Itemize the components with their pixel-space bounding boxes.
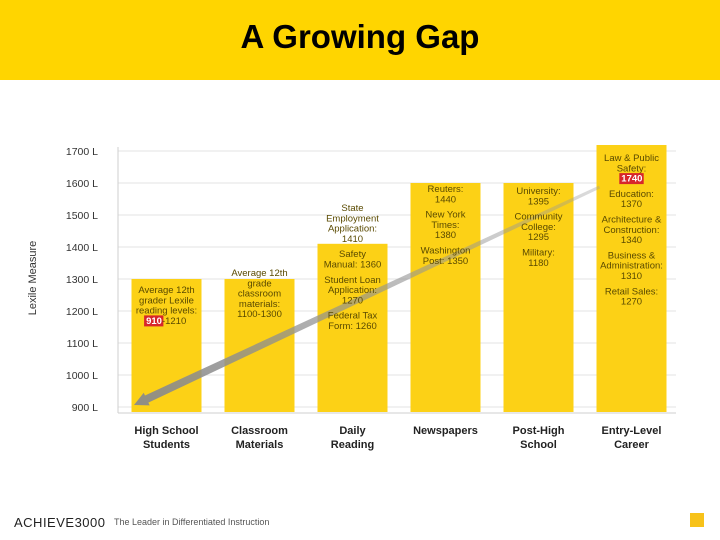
annotation-text: 1380 <box>435 230 456 241</box>
annotation-text: Federal Tax <box>328 311 378 322</box>
bar <box>410 183 481 412</box>
annotation-text: Manual: 1360 <box>324 260 382 271</box>
y-tick-label: 1000 L <box>66 370 98 382</box>
x-category-label: Daily Reading <box>331 425 374 451</box>
annotation-text: Business & <box>608 250 656 261</box>
trend-arrow <box>134 185 601 406</box>
annotation-text: College: <box>521 222 556 233</box>
annotation-text: Administration: <box>600 261 663 272</box>
y-tick-label: 1700 L <box>66 146 98 158</box>
y-tick-label: 1300 L <box>66 274 98 286</box>
annotation-text: 910-1210 <box>146 316 186 327</box>
footer-tagline: The Leader in Differentiated Instruction <box>114 517 270 527</box>
bar <box>503 183 574 412</box>
y-tick-label: 1500 L <box>66 210 98 222</box>
annotation-text: 1370 <box>621 199 642 210</box>
x-category-label: Post-High School <box>513 425 565 451</box>
x-category-label: Newspapers <box>413 425 478 437</box>
x-category-label: Classroom Materials <box>231 425 288 451</box>
annotation-text: Reuters: <box>428 184 464 195</box>
annotation-text: Form: 1260 <box>328 321 377 332</box>
annotation-text: grade <box>247 278 271 289</box>
annotation-text: Average 12th <box>138 285 194 296</box>
annotation-text: 1395 <box>528 196 549 207</box>
slide-title: A Growing Gap <box>240 18 480 55</box>
footer-square <box>690 513 704 527</box>
annotation-text: grader Lexile <box>139 295 194 306</box>
annotation-text: State <box>341 203 363 214</box>
annotation-text: materials: <box>239 299 280 310</box>
annotation-text: Application: <box>328 285 377 296</box>
annotation-text: Retail Sales: <box>605 286 658 297</box>
y-axis-label: Lexile Measure <box>27 241 39 316</box>
highlight-box <box>619 173 644 185</box>
y-tick-label: 1100 L <box>67 338 98 350</box>
annotation-text: Safety <box>339 249 366 260</box>
highlight-box <box>144 315 164 327</box>
annotation-text: 1340 <box>621 235 642 246</box>
annotation-text: 1740 <box>621 174 642 185</box>
annotation-text: Average 12th <box>231 268 287 279</box>
annotation-text: Law & Public <box>604 153 659 164</box>
y-tick-label: 900 L <box>72 402 98 414</box>
annotation-text: Community <box>514 212 562 223</box>
annotation-text: 1310 <box>621 271 642 282</box>
annotation-text: 1180 <box>528 258 548 269</box>
annotation-text: 1270 <box>621 297 642 308</box>
annotation-text: Safety: <box>617 163 647 174</box>
annotation-text: New York <box>425 210 465 221</box>
annotation-text: Construction: <box>604 225 660 236</box>
annotation-text: 1410 <box>342 234 363 245</box>
annotation-text: classroom <box>238 289 281 300</box>
annotation-text: Architecture & <box>602 215 662 226</box>
annotation-text: Employment <box>326 213 379 224</box>
annotation-text: Application: <box>328 224 377 235</box>
x-category-label: Entry-Level Career <box>602 425 662 451</box>
annotation-text: 1295 <box>528 232 549 243</box>
annotation-text: University: <box>516 186 560 197</box>
annotation-text: Post: 1350 <box>423 256 468 267</box>
bar <box>317 243 388 412</box>
annotation-text: Student Loan <box>324 275 381 286</box>
lexile-chart: High School Students Classroom Materials Dai… <box>27 145 676 451</box>
annotation-text: Washington <box>421 246 471 257</box>
annotation-text: 1100-1300 <box>237 309 282 320</box>
y-tick-label: 1400 L <box>66 242 98 254</box>
annotation-text: 1270 <box>342 295 363 306</box>
y-tick-label: 1600 L <box>66 178 98 190</box>
annotation-text: Education: <box>609 189 654 200</box>
annotation-text: 1440 <box>435 194 456 205</box>
title-bar <box>0 0 720 80</box>
footer-logo: ACHIEVE3000 <box>14 515 106 530</box>
y-tick-label: 1200 L <box>66 306 98 318</box>
annotation-text: reading levels: <box>136 306 197 317</box>
bar <box>596 145 667 412</box>
annotation-text: Times: <box>431 220 459 231</box>
x-category-label: High School Students <box>134 425 198 451</box>
annotation-text: Military: <box>522 248 555 259</box>
